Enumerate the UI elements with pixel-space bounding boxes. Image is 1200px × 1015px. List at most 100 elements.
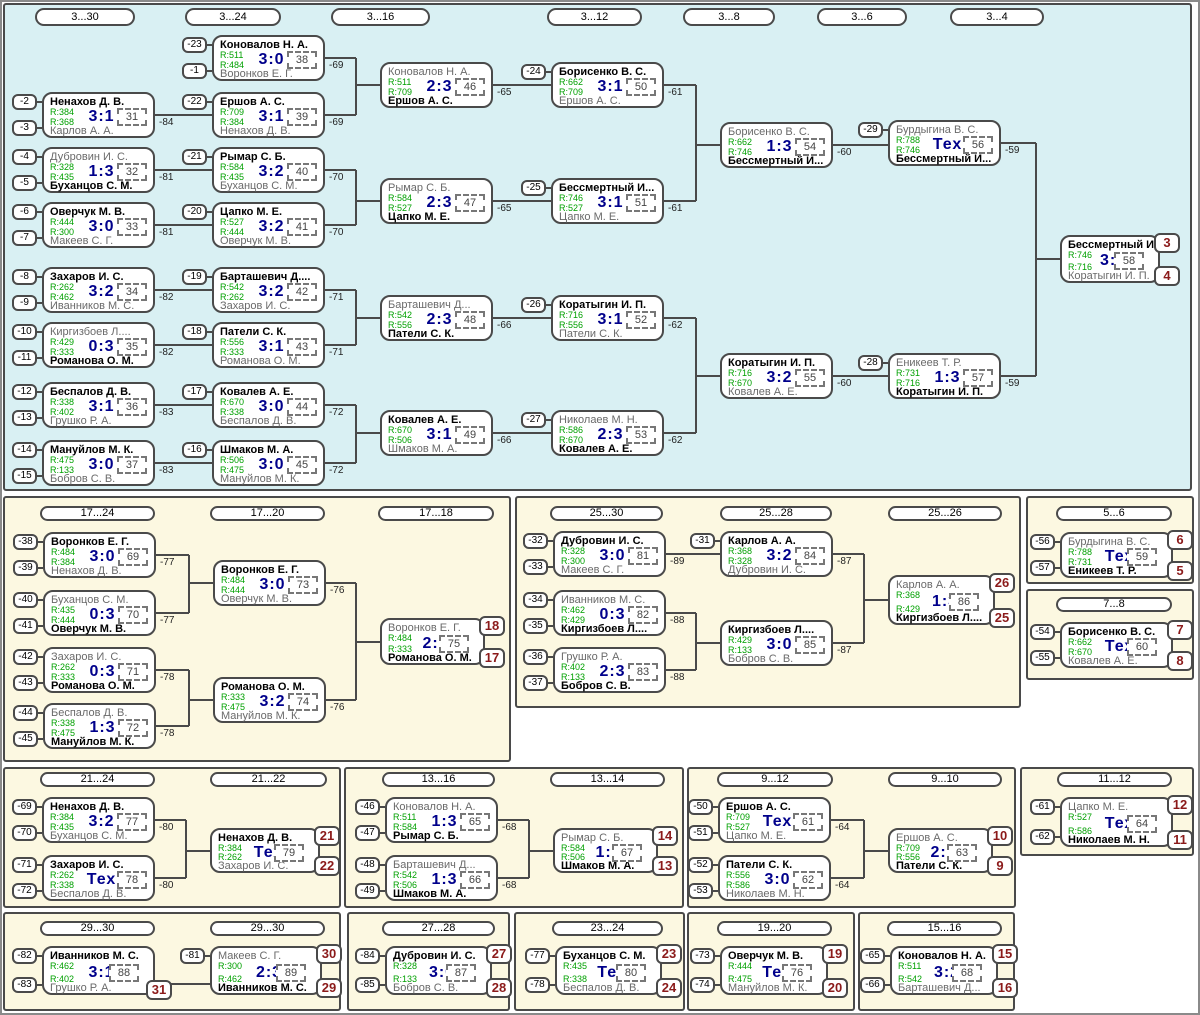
match-box-33[interactable]: Оверчук М. В. R:444 3:0 R:300 Макеев С. Г. 33 xyxy=(42,202,155,248)
place-badge: 9 xyxy=(987,856,1013,876)
loser-destination-label: -59 xyxy=(1005,378,1020,389)
player-rating-top: R:506 xyxy=(220,455,245,465)
connector-line xyxy=(883,129,888,131)
player-name-top: Оверчук М. В. xyxy=(728,950,804,962)
match-box-34[interactable]: Захаров И. С. R:262 3:2 R:462 Иванников М. С… xyxy=(42,267,155,313)
match-box-59[interactable]: Бурдыгина В. С. R:788 Тех R:731 Еникеев Т. Р… xyxy=(1060,532,1173,578)
place-badge: 31 xyxy=(146,980,172,1000)
match-box-45[interactable]: Шмаков М. А. R:506 3:0 R:475 Мануйлов М. К. 4… xyxy=(212,440,325,486)
seed-box: -12 xyxy=(12,384,37,400)
match-number: 41 xyxy=(287,218,317,236)
match-box-50[interactable]: Борисенко В. С. R:662 3:1 R:709 Ершов А. С. 5… xyxy=(551,62,664,108)
seed-box: -70 xyxy=(12,825,37,841)
player-name-bottom: Николаев М. Н. xyxy=(1068,834,1150,846)
match-box-62[interactable]: Патели С. К. R:556 3:0 R:586 Николаев М. Н. 6… xyxy=(718,855,831,901)
seed-box: -47 xyxy=(355,825,380,841)
match-score: 3:0 xyxy=(258,456,285,473)
match-box-67[interactable]: Рымар С. Б. R:584 1:3 R:506 Шмаков М. А. 67 xyxy=(553,828,658,873)
match-box-49[interactable]: Ковалев А. Е. R:670 3:1 R:506 Шмаков М. А. 49 xyxy=(380,410,493,456)
match-box-40[interactable]: Рымар С. Б. R:584 3:2 R:435 Буханцов С. М. 40 xyxy=(212,147,325,193)
match-box-55[interactable]: Коратыгин И. П. R:716 3:2 R:670 Ковалев А. Е… xyxy=(720,353,833,399)
connector-line xyxy=(37,211,42,213)
connector-line xyxy=(207,391,212,393)
match-score: 3:1 xyxy=(597,311,624,328)
loser-destination-label: -70 xyxy=(329,172,344,183)
match-box-71[interactable]: Захаров И. С. R:262 0:3 R:333 Романова О. М.… xyxy=(43,647,156,693)
match-box-32[interactable]: Дубровин И. С. R:328 1:3 R:435 Буханцов С. М… xyxy=(42,147,155,193)
connector-line xyxy=(155,404,212,406)
match-box-60[interactable]: Борисенко В. С. R:662 Тех R:670 Ковалев А. Е… xyxy=(1060,622,1173,668)
match-score: 1:3 xyxy=(89,719,116,736)
loser-destination-label: -87 xyxy=(837,645,852,656)
connector-line xyxy=(189,582,213,584)
match-box-74[interactable]: Романова О. М. R:333 3:2 R:475 Мануйлов М. К… xyxy=(213,677,326,723)
connector-line xyxy=(188,555,190,613)
player-name-bottom: Оверчук М. В. xyxy=(220,235,292,247)
match-box-73[interactable]: Воронков Е. Г. R:484 3:0 R:444 Оверчук М. В.… xyxy=(213,560,326,606)
match-box-53[interactable]: Николаев М. Н. R:586 2:3 R:670 Ковалев А. Е.… xyxy=(551,410,664,456)
player-rating-top: R:444 xyxy=(728,961,753,971)
match-box-83[interactable]: Грушко Р. А. R:402 2:3 R:133 Бобров С. В. 83 xyxy=(553,647,666,693)
match-box-82[interactable]: Иванников М. С. R:462 0:3 R:429 Киргизбоев Л… xyxy=(553,590,666,636)
bracket-header-pill: 3...6 xyxy=(817,8,907,26)
match-box-81[interactable]: Дубровин И. С. R:328 3:0 R:300 Макеев С. Г. 8… xyxy=(553,531,666,577)
match-box-36[interactable]: Беспалов Д. В. R:338 3:1 R:402 Грушко Р. А. 3… xyxy=(42,382,155,428)
match-box-42[interactable]: Барташевич Д.... R:542 3:2 R:262 Захаров И. … xyxy=(212,267,325,313)
seed-box: -46 xyxy=(355,799,380,815)
match-box-54[interactable]: Борисенко В. С. R:662 1:3 R:746 Бессмертный … xyxy=(720,122,833,168)
match-box-66[interactable]: Барташевич Д... R:542 1:3 R:506 Шмаков М. А.… xyxy=(385,855,498,901)
seed-box: -45 xyxy=(13,731,38,747)
match-box-37[interactable]: Мануйлов М. К. R:475 3:0 R:133 Бобров С. В. 3… xyxy=(42,440,155,486)
match-box-70[interactable]: Буханцов С. М. R:435 0:3 R:444 Оверчук М. В.… xyxy=(43,590,156,636)
match-box-38[interactable]: Коновалов Н. А. R:511 3:0 R:484 Воронков Е. … xyxy=(212,35,325,81)
player-name-bottom: Захаров И. С. xyxy=(220,300,291,312)
player-name-bottom: Беспалов Д. В. xyxy=(50,888,127,900)
player-name-top: Шмаков М. А. xyxy=(220,444,294,456)
match-box-68[interactable]: Коновалов Н. А. R:511 3:2 R:542 Барташевич Д… xyxy=(890,946,998,995)
match-box-80[interactable]: Буханцов С. М. R:435 Тех R:338 Беспалов Д. В… xyxy=(555,946,662,995)
match-box-44[interactable]: Ковалев А. Е. R:670 3:0 R:338 Беспалов Д. В.… xyxy=(212,382,325,428)
connector-line xyxy=(885,955,890,957)
player-rating-bottom: R:716 xyxy=(1068,262,1093,272)
match-box-75[interactable]: Воронков Е. Г. R:484 2:3 R:333 Романова О. М… xyxy=(380,618,485,665)
player-name-bottom: Грушко Р. А. xyxy=(50,415,112,427)
match-box-63[interactable]: Ершов А. С. R:709 2:3 R:556 Патели С. К. 63 xyxy=(888,828,993,873)
match-box-35[interactable]: Киргизбоев Л.... R:429 0:3 R:333 Романова О.… xyxy=(42,322,155,368)
match-box-51[interactable]: Бессмертный И... R:746 3:1 R:527 Цапко М. Е.… xyxy=(551,178,664,224)
player-name-top: Беспалов Д. В. xyxy=(51,707,128,719)
match-box-48[interactable]: Барташевич Д... R:542 2:3 R:556 Патели С. К.… xyxy=(380,295,493,341)
match-box-47[interactable]: Рымар С. Б. R:584 2:3 R:527 Цапко М. Е. 47 xyxy=(380,178,493,224)
match-box-64[interactable]: Цапко М. Е. R:527 Тех R:586 Николаев М. Н. 64 xyxy=(1060,797,1173,847)
match-box-84[interactable]: Карлов А. А. R:368 3:2 R:328 Дубровин И. С. 8… xyxy=(720,531,833,577)
match-box-31[interactable]: Ненахов Д. В. R:384 3:1 R:368 Карлов А. А. 31 xyxy=(42,92,155,138)
loser-destination-label: -81 xyxy=(159,227,174,238)
match-box-69[interactable]: Воронков Е. Г. R:484 3:0 R:384 Ненахов Д. В.… xyxy=(43,532,156,578)
match-box-76[interactable]: Оверчук М. В. R:444 Тех R:475 Мануйлов М. К.… xyxy=(720,946,828,995)
match-box-46[interactable]: Коновалов Н. А. R:511 2:3 R:709 Ершов А. С. 4… xyxy=(380,62,493,108)
match-box-39[interactable]: Ершов А. С. R:709 3:1 R:384 Ненахов Д. В. 39 xyxy=(212,92,325,138)
match-box-79[interactable]: Ненахов Д. В. R:384 Тех R:262 Захаров И. С. 7… xyxy=(210,828,320,873)
match-number: 75 xyxy=(439,635,469,653)
match-box-78[interactable]: Захаров И. С. R:262 Тех R:338 Беспалов Д. В.… xyxy=(42,855,155,901)
match-number: 67 xyxy=(612,844,642,862)
match-score: 2:3 xyxy=(599,663,626,680)
match-box-89[interactable]: Макеев С. Г. R:300 2:3 R:462 Иванников М. С.… xyxy=(210,946,322,995)
match-box-61[interactable]: Ершов А. С. R:709 Тех R:527 Цапко М. Е. 61 xyxy=(718,797,831,843)
match-box-72[interactable]: Беспалов Д. В. R:338 1:3 R:475 Мануйлов М. К… xyxy=(43,703,156,749)
player-rating-bottom: R:556 xyxy=(896,852,921,862)
match-box-85[interactable]: Киргизбоев Л.... R:429 3:0 R:133 Бобров С. В… xyxy=(720,620,833,666)
match-box-41[interactable]: Цапко М. Е. R:527 3:2 R:444 Оверчук М. В. 41 xyxy=(212,202,325,248)
match-box-86[interactable]: Карлов А. А. R:368 1:3 R:429 Киргизбоев Л...… xyxy=(888,575,995,625)
match-box-65[interactable]: Коновалов Н. А. R:511 1:3 R:584 Рымар С. Б. 6… xyxy=(385,797,498,843)
match-box-87[interactable]: Дубровин И. С. R:328 3:0 R:133 Бобров С. В. 8… xyxy=(385,946,492,995)
connector-line xyxy=(695,85,697,201)
match-box-52[interactable]: Коратыгин И. П. R:716 3:1 R:556 Патели С. К.… xyxy=(551,295,664,341)
match-box-58[interactable]: Бессмертный И... R:746 3:1 R:716 Коратыгин И… xyxy=(1060,235,1160,283)
match-box-77[interactable]: Ненахов Д. В. R:384 3:2 R:435 Буханцов С. М.… xyxy=(42,797,155,843)
match-box-57[interactable]: Еникеев Т. Р. R:731 1:3 R:716 Коратыгин И. П… xyxy=(888,353,1001,399)
match-box-56[interactable]: Бурдыгина В. С. R:788 Тех R:746 Бессмертный … xyxy=(888,120,1001,166)
connector-line xyxy=(207,331,212,333)
match-box-43[interactable]: Патели С. К. R:556 3:1 R:333 Романова О. М. 4… xyxy=(212,322,325,368)
connector-line xyxy=(666,553,720,555)
match-box-88[interactable]: Иванников М. С. R:462 3:1 R:402 Грушко Р. А.… xyxy=(42,946,155,995)
